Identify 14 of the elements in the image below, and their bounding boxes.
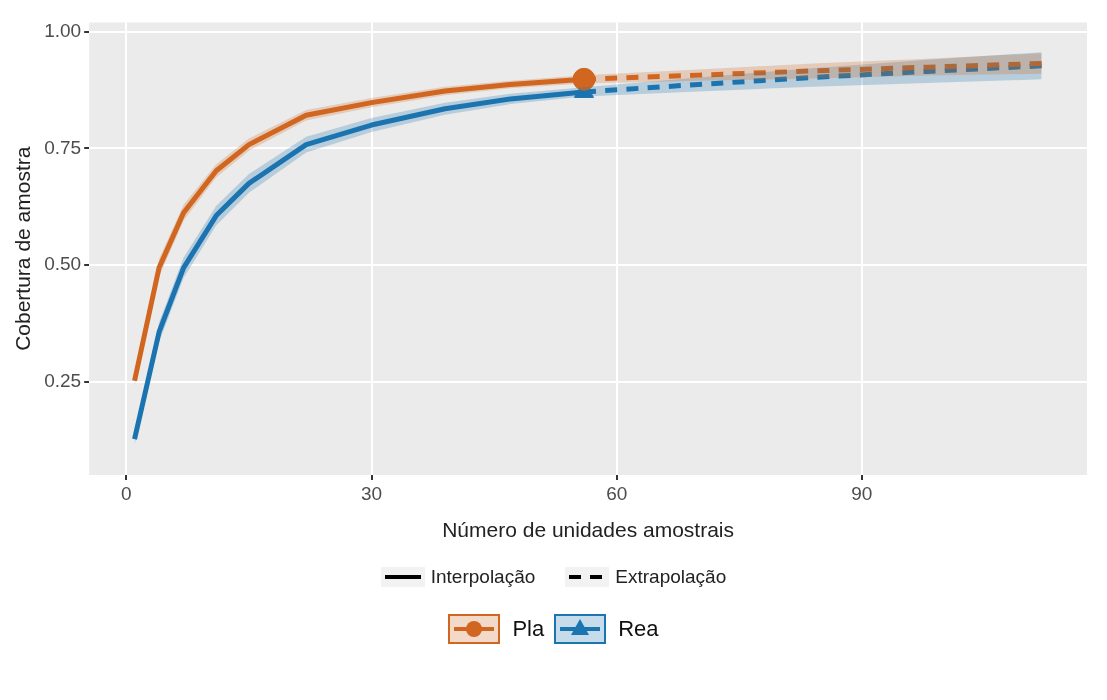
y-tick-label: 1.00 [44, 19, 82, 41]
text: Extrapolação [615, 566, 727, 588]
x-tick-label: 90 [851, 482, 873, 504]
y-tick-label: 0.75 [44, 136, 82, 158]
x-tick-label: 30 [360, 482, 383, 504]
legend-label: Rea [618, 616, 659, 642]
text: Interpolação [430, 566, 536, 588]
legend-label: Pla [512, 616, 545, 642]
y-tick-label: 0.25 [44, 369, 82, 391]
x-axis-title: Número de unidades amostrais [442, 518, 734, 542]
x-tick-label: 0 [121, 482, 132, 504]
y-axis-title: Cobertura de amostra [11, 146, 35, 351]
x-tick-label: 60 [606, 482, 628, 504]
y-tick-label: 0.50 [44, 253, 82, 275]
